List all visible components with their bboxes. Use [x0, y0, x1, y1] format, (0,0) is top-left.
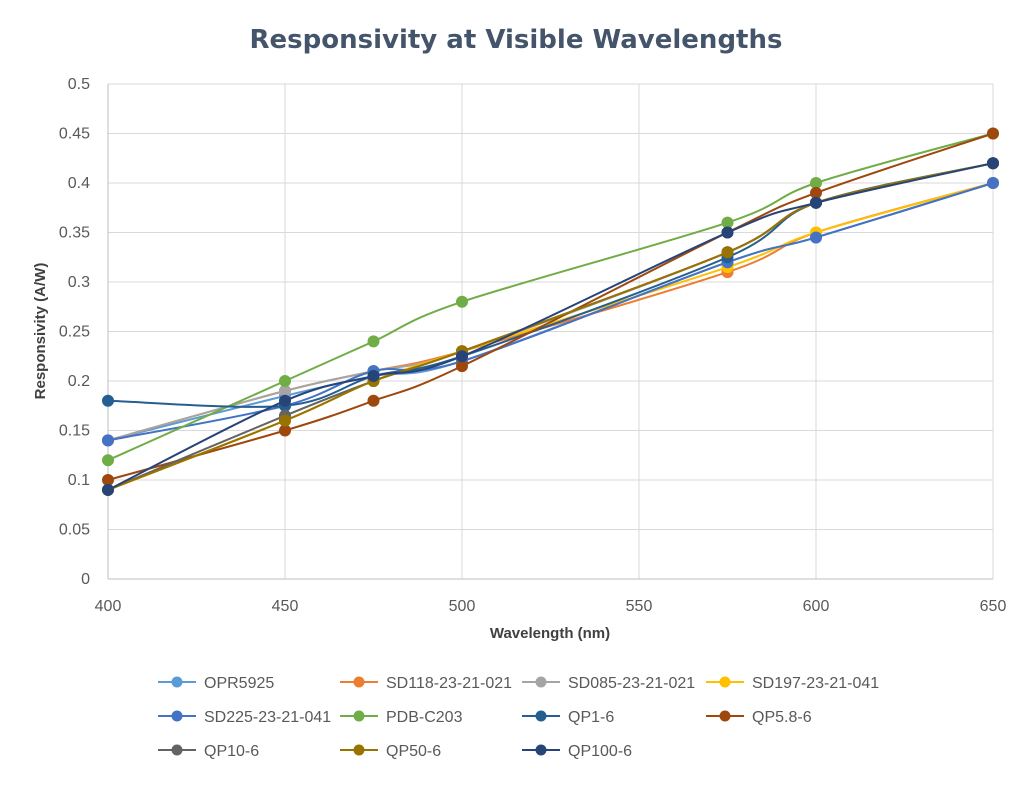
legend-label: SD197-23-21-041 — [752, 675, 879, 692]
x-tick-label: 650 — [980, 598, 1007, 615]
x-tick-label: 600 — [803, 598, 830, 615]
legend-swatch-marker — [171, 710, 183, 722]
legend-label: QP5.8-6 — [752, 709, 812, 726]
legend-label: QP10-6 — [204, 743, 259, 760]
data-point — [279, 375, 291, 387]
data-point — [102, 454, 114, 467]
legend-swatch-marker — [353, 676, 365, 688]
y-axis-title: Responsivity (A/W) — [32, 263, 49, 400]
y-tick-label: 0.25 — [59, 324, 90, 341]
chart-title: Responsivity at Visible Wavelengths — [250, 25, 783, 55]
y-tick-label: 0.45 — [59, 126, 90, 143]
data-point — [102, 394, 114, 407]
data-point — [810, 186, 822, 199]
data-point — [102, 483, 114, 496]
series-qp100-6 — [102, 157, 999, 496]
y-tick-label: 0.35 — [59, 225, 90, 242]
x-tick-label: 500 — [449, 598, 476, 615]
data-point — [987, 177, 999, 189]
y-tick-label: 0.4 — [68, 175, 90, 192]
data-point — [456, 295, 468, 308]
data-point — [810, 196, 822, 209]
y-tick-label: 0.05 — [59, 522, 90, 539]
legend-swatch-marker — [535, 744, 547, 756]
data-point — [721, 216, 734, 229]
axis-layer: 0 0.05 0.1 0.15 0.2 0.25 0.3 0.35 0.4 0.45 0.5 400 4… — [59, 76, 1007, 615]
data-point — [810, 177, 822, 189]
y-tick-label: 0.3 — [68, 274, 90, 291]
legend-label: SD225-23-21-041 — [204, 709, 331, 726]
legend-swatch-marker — [719, 710, 731, 722]
legend-item-qp50-6: QP50-6 — [340, 743, 441, 760]
x-tick-label: 550 — [626, 598, 653, 615]
legend-swatch-marker — [171, 744, 183, 756]
data-point — [987, 127, 999, 140]
legend-item-sd225-23-21-041: SD225-23-21-041 — [158, 709, 331, 726]
data-point — [987, 157, 999, 170]
y-tick-label: 0.15 — [59, 423, 90, 440]
series-line — [107, 132, 994, 481]
data-point — [367, 335, 380, 348]
y-tick-label: 0.5 — [68, 76, 90, 93]
y-tick-label: 0 — [81, 571, 90, 588]
legend-item-opr5925: OPR5925 — [158, 675, 274, 692]
legend-swatch-marker — [353, 710, 365, 722]
legend-item-pdb-c203: PDB-C203 — [340, 709, 463, 726]
series-qp5-8-6 — [102, 127, 999, 486]
data-point — [456, 350, 468, 363]
legend-label: QP1-6 — [568, 709, 614, 726]
legend-label: SD085-23-21-021 — [568, 675, 695, 692]
legend-item-sd197-23-21-041: SD197-23-21-041 — [706, 675, 879, 692]
data-point — [721, 226, 734, 239]
legend: OPR5925 SD118-23-21-021 SD085-23-21-021 SD1… — [158, 675, 879, 760]
data-point — [102, 474, 114, 486]
data-point — [279, 414, 291, 427]
legend-swatch-marker — [535, 676, 547, 688]
data-point — [810, 231, 822, 244]
legend-item-qp1-6: QP1-6 — [522, 709, 614, 726]
legend-label: SD118-23-21-021 — [386, 675, 512, 692]
data-point — [279, 424, 291, 437]
x-tick-label: 400 — [95, 598, 122, 615]
legend-item-qp100-6: QP100-6 — [522, 743, 632, 760]
data-point — [367, 370, 380, 383]
series-sd197-23-21-041 — [102, 177, 999, 496]
legend-item-sd085-23-21-021: SD085-23-21-021 — [522, 675, 695, 692]
legend-label: QP100-6 — [568, 743, 632, 760]
legend-label: QP50-6 — [386, 743, 441, 760]
legend-swatch-marker — [535, 710, 547, 722]
legend-swatch-marker — [353, 744, 365, 756]
legend-swatch-marker — [719, 676, 731, 688]
legend-label: OPR5925 — [204, 675, 274, 692]
series-layer — [102, 127, 999, 496]
legend-item-qp10-6: QP10-6 — [158, 743, 259, 760]
grid-layer — [108, 83, 994, 579]
data-point — [367, 394, 380, 407]
data-point — [279, 384, 291, 397]
series-line — [107, 162, 994, 442]
y-tick-label: 0.2 — [68, 373, 90, 390]
data-point — [102, 434, 114, 447]
data-point — [279, 394, 291, 407]
legend-label: PDB-C203 — [386, 709, 463, 726]
legend-swatch-marker — [171, 676, 183, 688]
data-point — [721, 246, 734, 259]
series-line — [107, 162, 994, 408]
legend-item-qp5-8-6: QP5.8-6 — [706, 709, 812, 726]
data-point — [456, 360, 468, 373]
y-tick-label: 0.1 — [68, 472, 90, 489]
x-tick-label: 450 — [272, 598, 299, 615]
legend-item-sd118-23-21-021: SD118-23-21-021 — [340, 675, 512, 692]
x-axis-title: Wavelength (nm) — [490, 625, 610, 642]
series-qp1-6 — [102, 157, 999, 412]
